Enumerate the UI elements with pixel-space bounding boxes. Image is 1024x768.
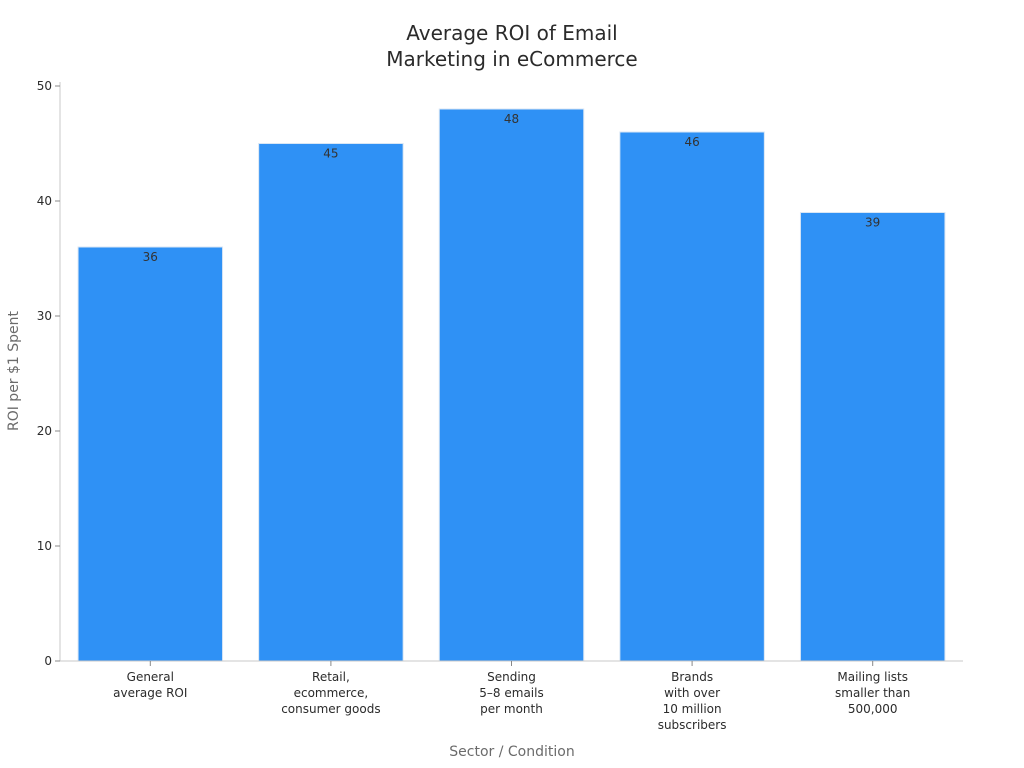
x-tick-label: Mailing lists smaller than 500,000 [835, 670, 910, 716]
data-label: 46 [684, 135, 699, 149]
data-label: 39 [865, 216, 880, 230]
x-tick-label: Sending 5–8 emails per month [479, 670, 543, 716]
chart-title-line-1: Average ROI of Email [406, 21, 618, 45]
data-label: 48 [504, 112, 519, 126]
bars-group: 36 45 48 46 39 [77, 108, 946, 662]
y-tick-label: 40 [37, 194, 52, 208]
y-axis: 0 10 20 30 40 50 [37, 79, 61, 668]
x-axis: General average ROI Retail, ecommerce, consu… [60, 660, 963, 732]
bar [799, 212, 946, 662]
chart-title: Average ROI of Email Marketing in eComme… [386, 21, 637, 71]
data-label: 36 [143, 250, 158, 264]
y-tick-label: 30 [37, 309, 52, 323]
x-tick-label: General average ROI [113, 670, 187, 700]
x-tick-label: Brands with over 10 million subscribers [658, 670, 727, 732]
bar [619, 131, 765, 662]
bar [258, 143, 404, 662]
chart-title-line-2: Marketing in eCommerce [386, 47, 637, 71]
y-tick-label: 20 [37, 424, 52, 438]
x-tick-label: Retail, ecommerce, consumer goods [281, 670, 380, 716]
y-tick-label: 50 [37, 79, 52, 93]
y-tick-label: 0 [44, 654, 52, 668]
bar [438, 108, 585, 662]
x-axis-title: Sector / Condition [449, 744, 574, 760]
y-tick-label: 10 [37, 539, 52, 553]
y-axis-title: ROI per $1 Spent [6, 310, 22, 431]
data-label: 45 [323, 147, 338, 161]
bar [77, 246, 224, 662]
